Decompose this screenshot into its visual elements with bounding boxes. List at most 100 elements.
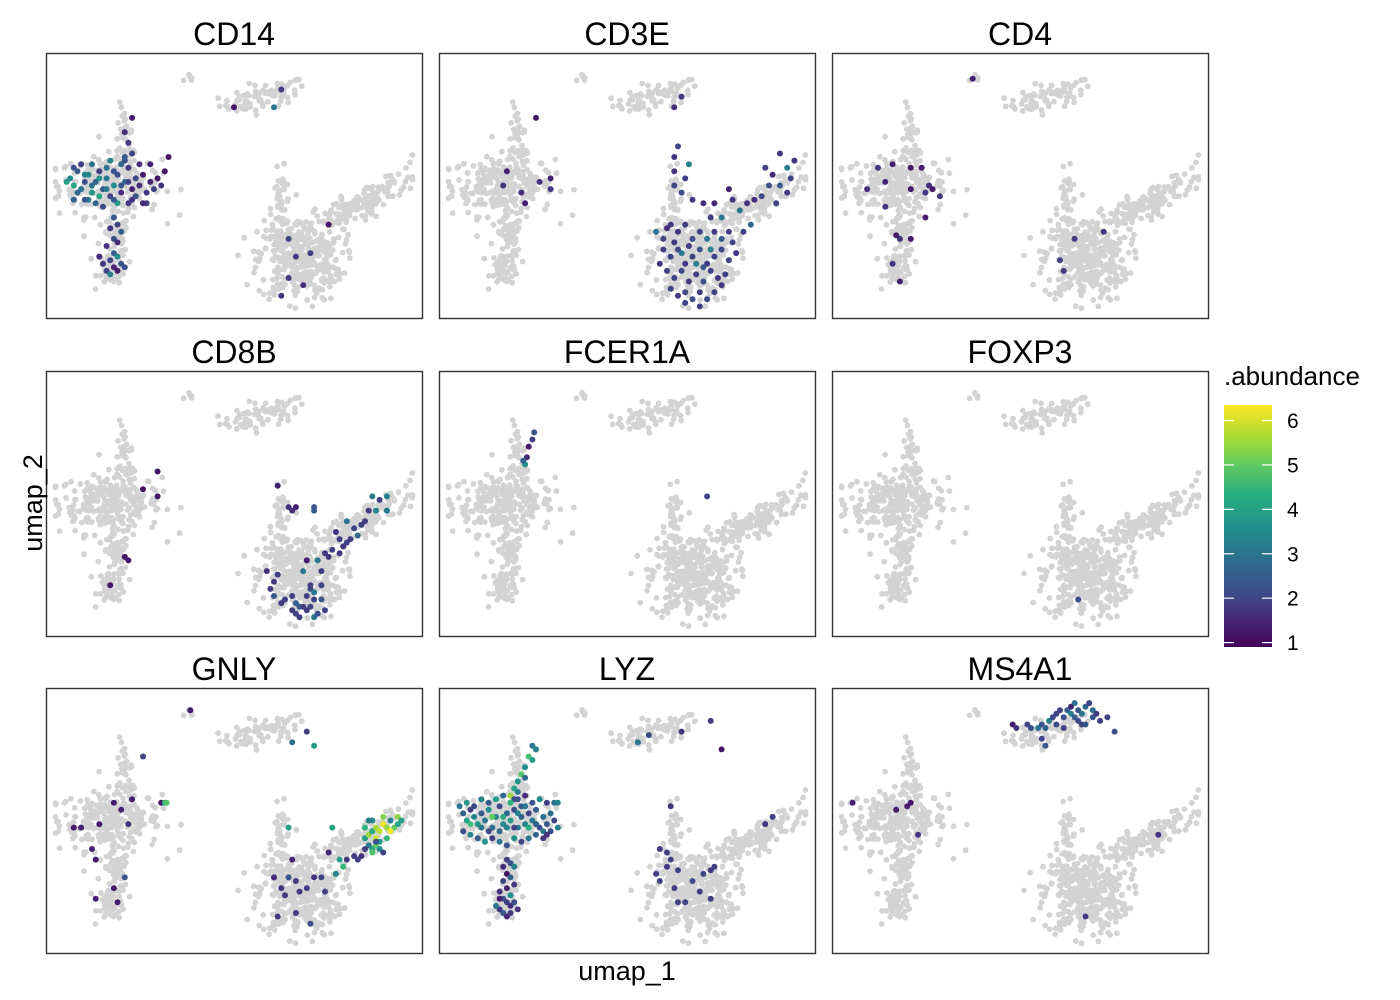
- cell-point-unexpressed: [650, 97, 657, 103]
- cell-point-unexpressed: [677, 412, 684, 419]
- cell-point-unexpressed: [513, 528, 520, 534]
- cell-point: [711, 228, 718, 235]
- cell-point-unexpressed: [112, 490, 119, 497]
- facet-title: CD14: [193, 16, 275, 52]
- cell-point-unexpressed: [226, 424, 232, 430]
- cell-point-unexpressed: [244, 599, 251, 606]
- cell-point-unexpressed: [115, 499, 122, 505]
- cell-point-unexpressed: [56, 188, 63, 195]
- cell-point: [354, 532, 361, 539]
- cell-point-unexpressed: [347, 205, 353, 212]
- cell-point-unexpressed: [657, 407, 664, 413]
- cell-point-unexpressed: [1012, 106, 1018, 112]
- cell-point-unexpressed: [1119, 256, 1125, 263]
- cell-point-unexpressed: [370, 513, 377, 519]
- cell-point-unexpressed: [893, 215, 900, 222]
- cell-point-unexpressed: [654, 217, 661, 224]
- cell-point-unexpressed: [297, 219, 304, 226]
- cell-point-unexpressed: [1090, 297, 1097, 303]
- cell-point: [700, 264, 707, 271]
- cell-point-unexpressed: [1061, 103, 1068, 110]
- cell-point: [74, 189, 81, 196]
- cell-point-unexpressed: [464, 170, 471, 176]
- cell-point-unexpressed: [136, 513, 143, 520]
- cell-point-unexpressed: [483, 508, 490, 515]
- cell-point-unexpressed: [131, 522, 138, 529]
- cell-point-unexpressed: [316, 536, 322, 543]
- cell-point-unexpressed: [667, 481, 674, 488]
- cell-point-unexpressed: [116, 417, 123, 423]
- cell-point-unexpressed: [508, 546, 515, 552]
- cell-point-unexpressed: [216, 103, 223, 110]
- cell-point-unexpressed: [471, 519, 478, 526]
- cell-point-unexpressed: [904, 241, 911, 247]
- cell-point-unexpressed: [279, 533, 286, 540]
- cell-point-unexpressed: [52, 179, 59, 185]
- cell-point-unexpressed: [729, 220, 736, 227]
- cell-point-unexpressed: [118, 104, 125, 111]
- cell-point-unexpressed: [1046, 291, 1053, 298]
- cell-point-unexpressed: [912, 258, 919, 265]
- cell-point-unexpressed: [252, 582, 259, 589]
- cell-point-unexpressed: [625, 101, 632, 107]
- cell-point-unexpressed: [277, 228, 284, 235]
- cell-point-unexpressed: [645, 582, 652, 589]
- cell-point-unexpressed: [469, 190, 476, 197]
- cell-point-unexpressed: [239, 105, 246, 112]
- cell-point-unexpressed: [329, 247, 336, 254]
- cell-point-unexpressed: [400, 502, 407, 509]
- cell-point-unexpressed: [626, 426, 633, 432]
- cell-point: [318, 568, 325, 575]
- cell-point: [143, 189, 150, 196]
- cell-point-unexpressed: [1122, 220, 1129, 227]
- cell-point-unexpressed: [243, 410, 250, 416]
- cell-point-unexpressed: [1036, 248, 1043, 255]
- cell-point-unexpressed: [235, 570, 241, 577]
- cell-point-unexpressed: [293, 561, 300, 568]
- cell-point-unexpressed: [236, 411, 243, 418]
- cell-point: [882, 203, 889, 210]
- cell-point-unexpressed: [672, 81, 678, 88]
- cell-point: [718, 246, 725, 253]
- cell-point-unexpressed: [719, 228, 726, 235]
- cell-point-unexpressed: [368, 529, 375, 535]
- cell-point-unexpressed: [371, 189, 378, 196]
- cell-point-unexpressed: [384, 189, 391, 196]
- cell-point-unexpressed: [385, 179, 392, 186]
- cell-point: [314, 557, 321, 564]
- cell-point: [733, 250, 740, 257]
- cell-point-unexpressed: [877, 214, 884, 221]
- cell-point-unexpressed: [499, 246, 506, 252]
- cell-point-unexpressed: [637, 281, 644, 288]
- cell-point: [114, 253, 121, 260]
- cell-point-unexpressed: [319, 294, 326, 301]
- cell-point-unexpressed: [674, 504, 681, 511]
- cell-point-unexpressed: [691, 401, 698, 408]
- cell-point-unexpressed: [260, 87, 267, 93]
- cell-point-unexpressed: [278, 255, 285, 262]
- cell-point-unexpressed: [455, 481, 462, 488]
- cell-point-unexpressed: [294, 283, 301, 290]
- cell-point-unexpressed: [97, 221, 104, 228]
- cell-point-unexpressed: [375, 184, 382, 190]
- cell-point-unexpressed: [648, 249, 655, 256]
- cell-point-unexpressed: [263, 227, 269, 234]
- cell-point-unexpressed: [882, 170, 888, 177]
- cell-point-unexpressed: [609, 421, 616, 428]
- cell-point-unexpressed: [405, 174, 411, 181]
- cell-point-unexpressed: [489, 133, 495, 140]
- cell-point: [336, 550, 343, 557]
- cell-point: [110, 182, 117, 189]
- cell-point-unexpressed: [640, 418, 646, 425]
- cell-point-unexpressed: [483, 190, 490, 197]
- cell-point-unexpressed: [271, 93, 278, 99]
- cell-point: [114, 221, 121, 228]
- cell-point-unexpressed: [311, 260, 318, 267]
- cell-point-unexpressed: [1189, 165, 1195, 171]
- cell-point-unexpressed: [511, 559, 518, 565]
- cell-point-unexpressed: [1148, 217, 1155, 223]
- cell-point-unexpressed: [477, 167, 484, 174]
- cell-point-unexpressed: [333, 200, 340, 207]
- cell-point: [136, 161, 143, 168]
- cell-point-unexpressed: [513, 228, 520, 235]
